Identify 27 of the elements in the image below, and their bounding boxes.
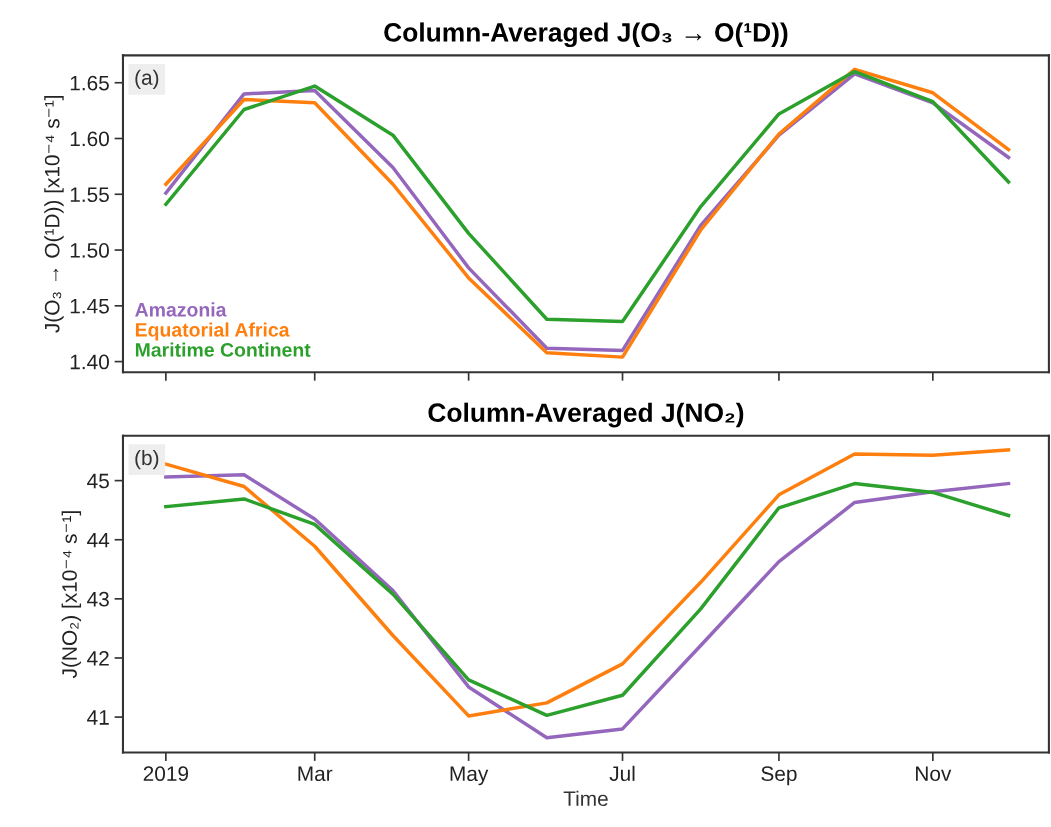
y-tick-label: 42 [87,650,109,666]
y-tick-label: 43 [87,591,109,607]
text: Amazonia [135,302,227,317]
y-tick-label: 41 [87,710,109,725]
y-axis-title: J(NO₂) [x10⁻⁴ s⁻¹] [61,511,82,679]
y-tick-label: 1.45 [70,299,109,314]
chart-title: Column-Averaged J(O₃ → O(¹D)) [384,22,788,48]
x-tick-label: May [450,766,489,786]
annotation: (a) [135,69,159,90]
chart-title: Column-Averaged J(NO₂) [428,402,744,428]
x-tick-label: 2019 [143,766,189,782]
x-tick-label: Jul [609,765,635,782]
text: Equatorial Africa [135,322,290,341]
y-tick-label: 1.50 [70,243,109,258]
text: Maritime Continent [135,342,311,357]
annotation: (b) [135,449,159,470]
y-tick-label: 44 [87,532,110,548]
x-tick-label: Mar [298,766,333,782]
y-tick-label: 1.40 [70,354,109,370]
y-tick-label: 1.60 [70,131,109,147]
y-tick-label: 45 [87,473,109,489]
y-tick-label: 1.65 [70,75,109,91]
y-axis-title: J(O₃ → O(¹D)) [x10⁻⁴ s⁻¹] [44,96,64,333]
x-tick-label: Sep [761,766,797,786]
x-axis-title: Time [563,790,608,807]
x-tick-label: Nov [916,766,952,782]
y-tick-label: 1.55 [70,187,109,203]
